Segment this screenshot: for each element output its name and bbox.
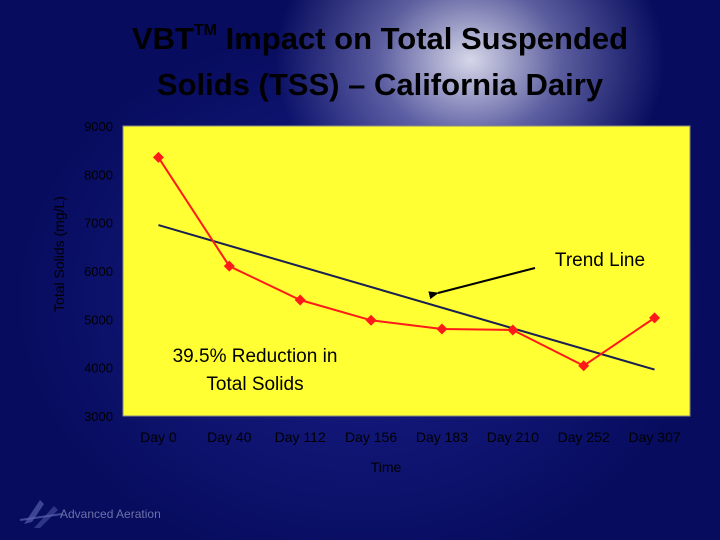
y-tick-label: 9000 — [84, 119, 113, 134]
y-axis-label: Total Solids (mg/L) — [51, 196, 67, 312]
x-tick-label: Day 210 — [487, 429, 539, 445]
slide-title: VBTTM Impact on Total Suspended Solids (… — [40, 8, 720, 108]
data-point-marker — [436, 323, 448, 335]
y-tick-label: 7000 — [84, 216, 113, 231]
data-point-marker — [152, 151, 164, 163]
title-line-1: VBTTM Impact on Total Suspended — [131, 21, 629, 56]
data-point-marker — [649, 312, 661, 324]
x-axis-ticks: Day 0 Day 40 Day 112 Day 156 Day 183 Day 210 D… — [140, 429, 681, 445]
title-line-2: Solids (TSS) – California Dairy — [156, 67, 604, 102]
x-tick-label: Day 307 — [628, 429, 680, 445]
x-tick-label: Day 183 — [416, 429, 468, 445]
trend-line — [158, 224, 655, 371]
x-tick-label: Day 0 — [140, 429, 177, 445]
x-tick-label: Day 40 — [207, 429, 252, 445]
x-tick-label: Day 156 — [345, 429, 397, 445]
x-tick-label: Day 252 — [558, 429, 610, 445]
y-axis-ticks: 3000 4000 5000 6000 7000 8000 9000 — [84, 119, 113, 424]
trend-line-label: Trend Line — [555, 250, 645, 271]
series-markers — [152, 151, 661, 372]
y-tick-label: 6000 — [84, 264, 113, 279]
x-axis-label: Time — [371, 459, 402, 475]
y-tick-label: 8000 — [84, 167, 113, 182]
company-logo-icon — [19, 500, 63, 528]
data-point-marker — [294, 294, 306, 306]
y-tick-label: 3000 — [84, 409, 113, 424]
x-tick-label: Day 112 — [275, 429, 326, 445]
data-point-marker — [223, 260, 235, 272]
plot-area — [122, 125, 691, 417]
data-point-marker — [507, 324, 519, 336]
reduction-annotation-line-1: 39.5% Reduction in — [173, 346, 338, 367]
data-point-marker — [365, 314, 377, 326]
data-point-marker — [578, 360, 590, 372]
company-logo-text: Advanced Aeration — [60, 507, 161, 521]
trend-line-arrow — [428, 267, 536, 300]
y-tick-label: 5000 — [84, 312, 113, 327]
reduction-annotation-line-2: Total Solids — [206, 374, 303, 395]
series-line — [157, 156, 656, 367]
y-tick-label: 4000 — [84, 361, 113, 376]
